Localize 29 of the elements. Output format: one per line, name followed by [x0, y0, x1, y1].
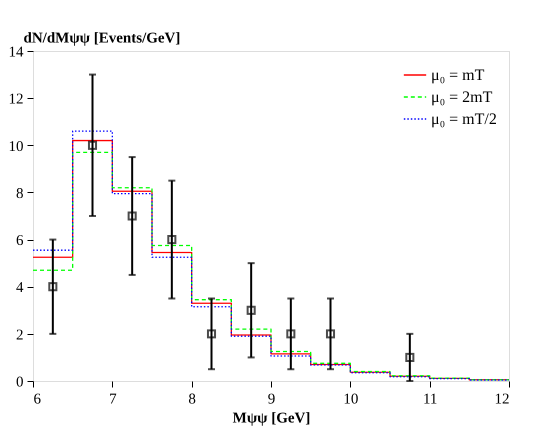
- y-tick-label: 14: [8, 44, 24, 60]
- x-tick-label: 9: [268, 392, 276, 408]
- point: [405, 352, 414, 362]
- x-tick-label: 8: [188, 392, 196, 408]
- y-tick-label: 12: [8, 92, 24, 108]
- y-tick-label: 6: [16, 233, 24, 250]
- x-axis-title: Mψψ [GeV]: [232, 410, 310, 426]
- legend-label: μ₀ = 2mT: [431, 89, 493, 106]
- point: [48, 282, 58, 292]
- point: [206, 329, 216, 338]
- point: [88, 140, 98, 150]
- y-tick-label: 10: [8, 138, 24, 155]
- y-tick-label: 2: [16, 327, 24, 344]
- legend-label: μ₀ = mT/2: [431, 111, 497, 128]
- x-tick-label: 7: [109, 392, 118, 408]
- point: [246, 306, 256, 315]
- point: [326, 329, 336, 338]
- y-tick-label: 4: [16, 280, 24, 296]
- y-tick-label: 8: [16, 186, 24, 202]
- x-tick-label: 6: [34, 392, 42, 408]
- point: [286, 329, 296, 338]
- x-tick-label: 10: [343, 392, 358, 408]
- x-tick-label: 11: [422, 392, 438, 408]
- point: [128, 211, 137, 221]
- point: [167, 235, 176, 244]
- legend-label: μ₀ = mT: [431, 67, 485, 84]
- y-axis-title: dN/dMψψ [Events/GeV]: [24, 30, 180, 46]
- y-tick-label: 0: [16, 374, 24, 390]
- x-tick-label: 12: [494, 392, 510, 408]
